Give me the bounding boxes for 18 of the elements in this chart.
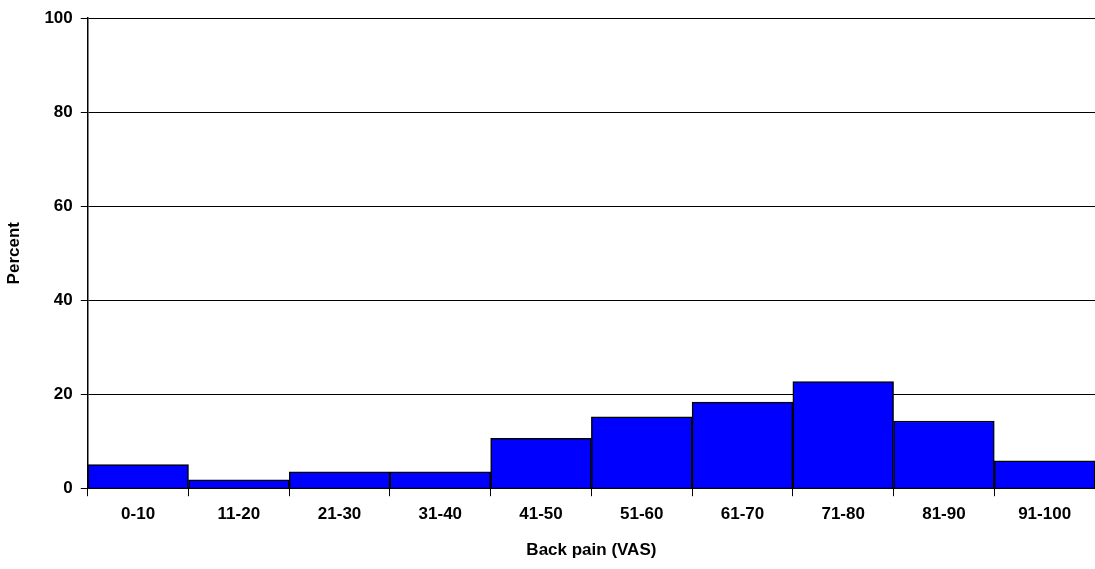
y-tick-label: 0 <box>63 477 73 497</box>
x-tick-label: 41-50 <box>519 504 563 524</box>
y-tick-label: 20 <box>53 383 73 403</box>
x-tick-label: 0-10 <box>121 504 156 524</box>
x-tick-label: 31-40 <box>418 504 463 524</box>
x-tick-label: 71-80 <box>821 504 865 524</box>
y-axis-title: Percent <box>3 221 23 285</box>
x-tick-label: 11-20 <box>217 504 261 524</box>
y-tick-label: 80 <box>53 101 73 121</box>
y-tick-label: 40 <box>53 289 73 309</box>
y-tick-label: 60 <box>53 195 73 215</box>
y-tick-label: 100 <box>44 7 73 27</box>
x-tick-label: 51-60 <box>620 504 664 524</box>
x-tick-label: 81-90 <box>922 504 966 524</box>
x-tick-label: 61-70 <box>720 504 765 524</box>
x-tick-label: 21-30 <box>317 504 362 524</box>
x-axis-title: Back pain (VAS) <box>526 540 657 560</box>
x-tick-label: 91-100 <box>1018 504 1072 524</box>
